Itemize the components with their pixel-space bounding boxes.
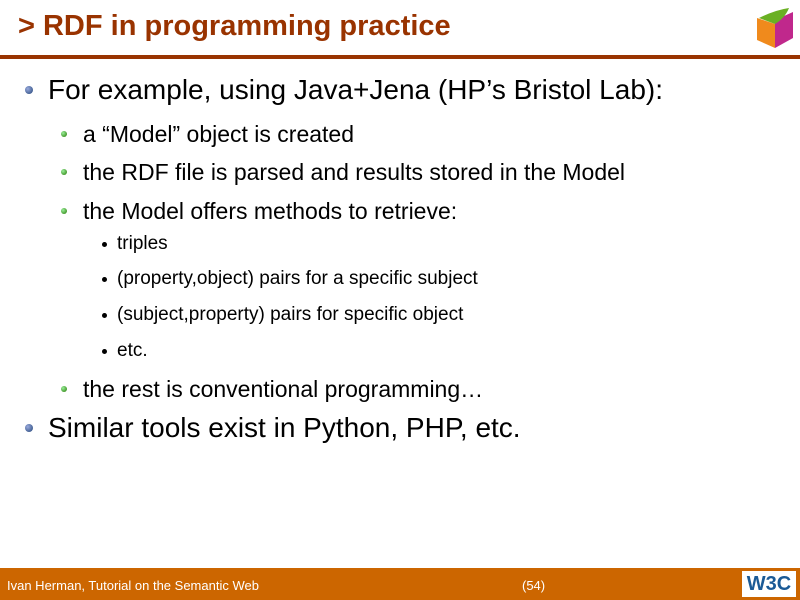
bullet-item: etc. (102, 340, 148, 362)
bullet-icon (102, 313, 107, 318)
bullet-item: the Model offers methods to retrieve: (61, 198, 457, 225)
bullet-item: the RDF file is parsed and results store… (61, 159, 625, 186)
page-number: (54) (522, 578, 546, 593)
semantic-web-cube-logo (757, 8, 793, 48)
w3c-logo: W3C (742, 571, 796, 597)
bullet-item: Similar tools exist in Python, PHP, etc. (25, 412, 521, 444)
bullet-item: triples (102, 233, 168, 255)
title-rule (0, 55, 800, 59)
bullet-item: For example, using Java+Jena (HP’s Brist… (25, 74, 663, 106)
bullet-icon (61, 386, 67, 392)
slide-title: > RDF in programming practice (18, 10, 451, 42)
bullet-icon (25, 86, 33, 94)
bullet-icon (61, 169, 67, 175)
footer-bar: Ivan Herman, Tutorial on the Semantic We… (0, 568, 800, 600)
bullet-icon (61, 208, 67, 214)
bullet-icon (102, 242, 107, 247)
bullet-item: a “Model” object is created (61, 121, 354, 148)
footer-author: Ivan Herman, Tutorial on the Semantic We… (7, 578, 259, 593)
bullet-item: (subject,property) pairs for specific ob… (102, 304, 463, 326)
bullet-item: (property,object) pairs for a specific s… (102, 268, 478, 290)
bullet-icon (102, 349, 107, 354)
bullet-icon (25, 424, 33, 432)
bullet-item: the rest is conventional programming… (61, 376, 483, 403)
bullet-icon (61, 131, 67, 137)
bullet-icon (102, 277, 107, 282)
